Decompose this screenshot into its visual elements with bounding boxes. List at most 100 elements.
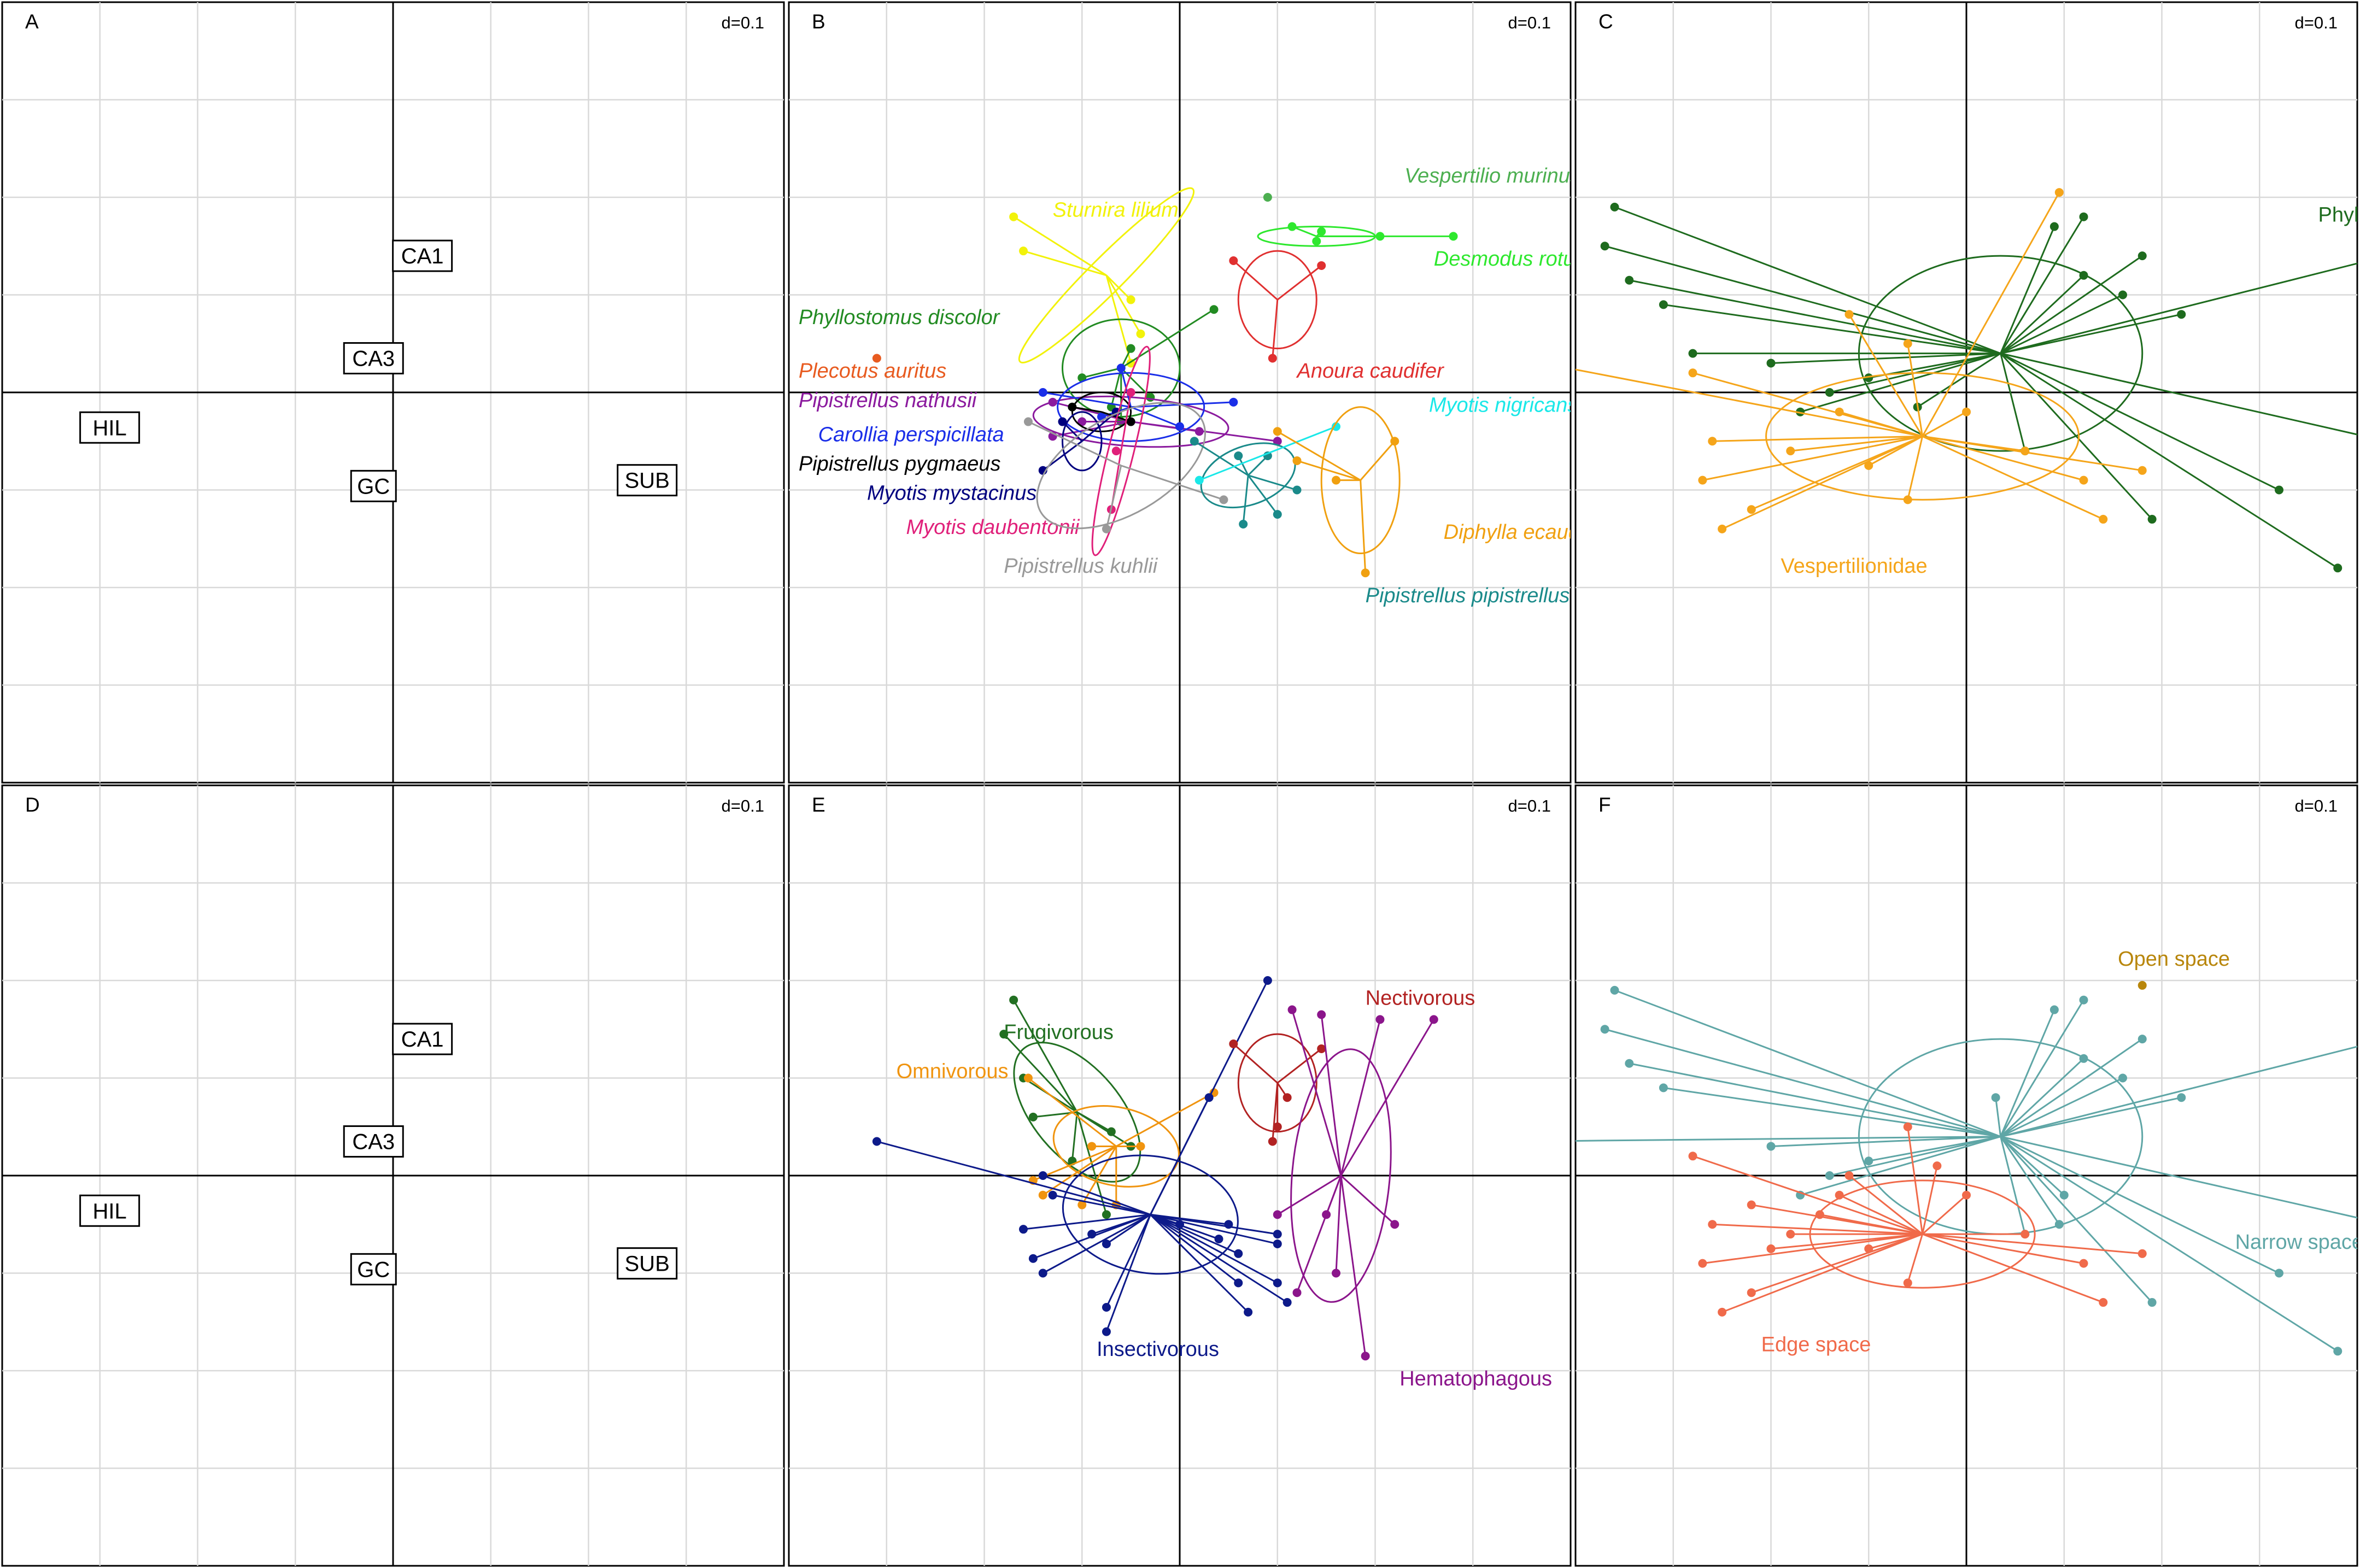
class-group: Insectivorous (872, 976, 1292, 1361)
data-point (1273, 427, 1282, 436)
variable-label-box (343, 342, 404, 375)
variable-label: GC (350, 469, 397, 502)
spoke-line (1248, 474, 1297, 491)
class-group: Nectivorous (1229, 987, 1475, 1146)
spoke-line (1340, 1019, 1381, 1176)
data-point (1224, 1220, 1233, 1229)
variable-label-text: SUB (625, 1252, 670, 1276)
data-point (1429, 1015, 1438, 1024)
class-ellipse (1809, 1179, 2036, 1289)
data-point (2138, 1035, 2147, 1044)
data-point (1229, 397, 1238, 407)
data-point (872, 1137, 881, 1146)
class-group: Desmodus rotundus (1257, 222, 1620, 271)
data-point (2147, 515, 2157, 524)
data-point (1268, 1137, 1277, 1146)
spoke-line (1043, 1214, 1151, 1274)
variable-label-text: HIL (93, 416, 127, 440)
scale-label: d=0.1 (2295, 13, 2338, 32)
spoke-line (1116, 1091, 1215, 1147)
spoke-line (1199, 426, 1337, 481)
data-point (1747, 505, 1756, 514)
variable-label: HIL (79, 411, 140, 444)
class-group: Pipistrellus nathusii (799, 389, 1282, 448)
data-point (1317, 1010, 1326, 1019)
variable-label-box (392, 239, 453, 272)
variable-label-box (392, 1023, 453, 1055)
data-point (1126, 417, 1135, 426)
spoke-line (1922, 411, 1967, 437)
data-point (1903, 495, 1912, 504)
data-point (1688, 1152, 1697, 1161)
spoke-line (1247, 474, 1278, 515)
variable-label-text: CA3 (352, 347, 395, 371)
data-point (1263, 193, 1272, 202)
spoke-line (2000, 1136, 2280, 1274)
spoke-line (1105, 275, 1141, 334)
spoke-line (1043, 1174, 1151, 1215)
class-ellipse (1071, 391, 1132, 432)
data-point (1028, 1112, 1038, 1121)
data-point (1903, 339, 1912, 348)
spoke-line (1233, 260, 1278, 301)
data-point (1317, 227, 1326, 236)
data-point (2118, 290, 2127, 299)
data-point (1625, 275, 1634, 285)
data-point (1625, 1059, 1634, 1068)
data-point (1126, 344, 1135, 353)
data-point (1292, 485, 1302, 495)
panel-plot-area: CA1 CA3 HIL GC SUB (2, 785, 784, 1566)
class-ellipse (1091, 345, 1151, 556)
spoke-line (1922, 1233, 2084, 1265)
data-point (1028, 1254, 1038, 1263)
data-point (1815, 1210, 1824, 1219)
spoke-line (1121, 465, 1224, 501)
spoke-line (2000, 1009, 2056, 1137)
data-point (2079, 212, 2088, 221)
data-point (2118, 1073, 2127, 1083)
data-point (1102, 524, 1111, 533)
spoke-line (1150, 1214, 1239, 1284)
spoke-line (1907, 436, 1924, 500)
spoke-line (1771, 1233, 1923, 1250)
spoke-line (1995, 1097, 2002, 1137)
data-point (1835, 407, 1844, 416)
data-point (1825, 388, 1834, 397)
group-label: Desmodus rotundus (1434, 248, 1620, 271)
spoke-line (1922, 1165, 1938, 1235)
data-point (1273, 510, 1282, 519)
data-point (1009, 995, 1018, 1005)
spoke-line (1131, 421, 1278, 442)
data-point (2021, 1230, 2030, 1239)
data-point (2079, 1054, 2088, 1063)
panel-letter: C (1598, 10, 1613, 33)
group-label: Sturnira lilium (1053, 199, 1179, 222)
spoke-line (1150, 1214, 1288, 1303)
group-label: Phyllostomus discolor (799, 306, 1000, 329)
variable-label: CA1 (392, 239, 453, 272)
data-point (2059, 1190, 2069, 1200)
spoke-line (2000, 353, 2280, 491)
data-point (1766, 1244, 1776, 1253)
data-point (1214, 1235, 1223, 1244)
data-point (1175, 422, 1184, 431)
spoke-line (1360, 480, 1367, 573)
spoke-line (1829, 1136, 2001, 1177)
spoke-line (1052, 401, 1131, 423)
data-point (1844, 310, 1854, 319)
spoke-line (1292, 226, 1317, 237)
spoke-line (2000, 262, 2357, 355)
data-point (1268, 354, 1277, 363)
data-point (1322, 1210, 1331, 1219)
data-point (1136, 329, 1145, 338)
group-label: Diphylla ecaudata (1444, 521, 1609, 544)
variable-label: GC (350, 1253, 397, 1285)
panel-letter: F (1598, 794, 1611, 816)
spoke-line (1052, 1194, 1151, 1215)
class-group: Vespertilio murinus (1263, 165, 1571, 202)
variable-label-box (343, 1125, 404, 1158)
variable-label: HIL (79, 1194, 140, 1227)
data-point (1068, 402, 1077, 412)
spoke-line (1340, 1019, 1435, 1176)
spoke-line (1105, 1214, 1151, 1332)
